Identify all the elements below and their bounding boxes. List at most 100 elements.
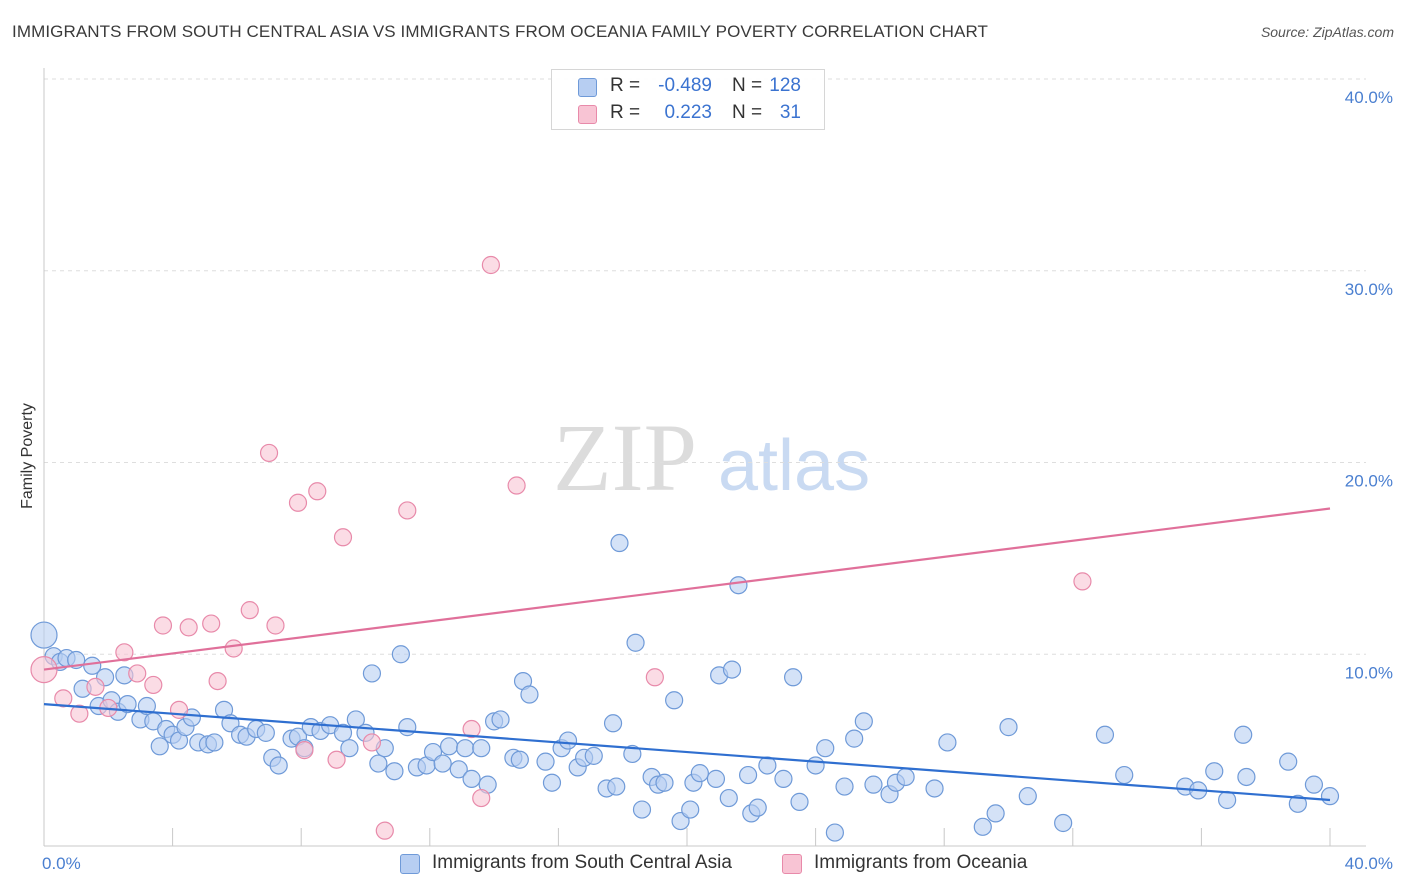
point-south-central-asia — [623, 744, 642, 764]
correlation-legend: R = -0.489 N = 128 R = 0.223 N = 31 — [551, 69, 825, 130]
point-oceania — [308, 482, 327, 501]
point-south-central-asia — [738, 765, 758, 785]
point-south-central-asia — [986, 804, 1005, 823]
legend-r-label: R = — [610, 75, 641, 96]
point-oceania — [333, 528, 353, 547]
legend-n-label: N = — [732, 102, 763, 123]
point-south-central-asia — [333, 723, 353, 742]
point-oceania — [70, 704, 89, 723]
point-south-central-asia — [973, 817, 992, 836]
point-oceania — [208, 671, 227, 691]
trend-line-south-central-asia — [43, 703, 1331, 802]
point-south-central-asia — [449, 760, 468, 779]
point-south-central-asia — [340, 739, 359, 758]
point-oceania — [507, 476, 526, 495]
legend-label: Immigrants from South Central Asia — [432, 852, 732, 873]
point-south-central-asia — [433, 754, 452, 773]
legend-label: Immigrants from Oceania — [814, 852, 1028, 873]
point-south-central-asia — [205, 733, 224, 752]
legend-n-value: 31 — [779, 102, 801, 123]
watermark-zip: ZIP — [553, 404, 697, 511]
point-south-central-asia — [719, 788, 738, 808]
point-south-central-asia — [439, 737, 459, 756]
point-south-central-asia — [137, 696, 156, 716]
point-oceania — [153, 616, 173, 635]
point-south-central-asia — [542, 773, 562, 792]
x-tick-label: 40.0% — [1345, 854, 1393, 873]
point-oceania — [288, 493, 308, 512]
point-south-central-asia — [864, 775, 883, 794]
point-south-central-asia — [1018, 787, 1037, 806]
point-south-central-asia — [632, 800, 652, 819]
point-south-central-asia — [1288, 794, 1307, 813]
point-oceania — [144, 675, 163, 695]
legend-r-label: R = — [610, 102, 641, 123]
point-south-central-asia — [1320, 787, 1340, 806]
point-oceania — [295, 741, 314, 760]
point-south-central-asia — [825, 823, 844, 842]
point-south-central-asia — [665, 691, 684, 710]
series-legend: Immigrants from South Central Asia Immig… — [0, 852, 1406, 878]
trend-lines — [43, 507, 1331, 802]
point-south-central-asia — [462, 769, 481, 788]
point-south-central-asia — [1095, 725, 1115, 744]
point-oceania — [202, 614, 221, 633]
point-south-central-asia — [999, 718, 1018, 737]
point-oceania — [128, 664, 147, 683]
point-oceania — [362, 733, 382, 752]
point-oceania — [375, 821, 394, 840]
point-south-central-asia — [607, 777, 626, 796]
point-oceania — [259, 443, 279, 463]
point-south-central-asia — [456, 739, 475, 758]
point-south-central-asia — [369, 754, 388, 773]
legend-swatch-south-central-asia — [578, 78, 597, 97]
point-south-central-asia — [681, 800, 700, 819]
x-tick-label: 0.0% — [42, 854, 81, 873]
point-south-central-asia — [783, 668, 803, 687]
point-oceania — [1073, 572, 1092, 591]
point-south-central-asia — [1218, 790, 1237, 810]
legend-swatch-south-central-asia — [400, 854, 420, 874]
point-oceania — [115, 643, 134, 662]
point-south-central-asia — [1304, 775, 1324, 794]
point-south-central-asia — [1279, 752, 1298, 771]
point-south-central-asia — [391, 645, 410, 664]
point-oceania — [472, 788, 491, 808]
point-south-central-asia — [690, 764, 709, 783]
point-south-central-asia — [558, 731, 578, 750]
y-tick-label: 40.0% — [1345, 88, 1393, 107]
point-south-central-asia — [835, 777, 854, 796]
point-south-central-asia — [655, 773, 674, 792]
point-south-central-asia — [362, 664, 382, 683]
y-tick-label: 20.0% — [1345, 472, 1393, 491]
chart-title: IMMIGRANTS FROM SOUTH CENTRAL ASIA VS IM… — [12, 22, 989, 41]
point-south-central-asia — [472, 739, 491, 758]
y-tick-label: 10.0% — [1345, 663, 1393, 682]
series-south-central-asia-points — [30, 533, 1340, 842]
point-south-central-asia — [83, 656, 102, 675]
point-south-central-asia — [584, 746, 603, 765]
legend-r-value: -0.489 — [658, 75, 712, 96]
point-south-central-asia — [816, 739, 835, 758]
tick-labels: 10.0% 20.0% 30.0% 40.0% 0.0% 40.0% — [42, 88, 1393, 873]
legend-r-value: 0.223 — [664, 102, 712, 123]
point-south-central-asia — [854, 712, 873, 731]
point-oceania — [240, 601, 259, 620]
legend-row-south-central-asia: R = -0.489 N = 128 — [552, 75, 824, 101]
point-south-central-asia — [1205, 762, 1224, 781]
point-south-central-asia — [1115, 765, 1134, 785]
point-oceania — [481, 255, 500, 275]
point-south-central-asia — [269, 756, 288, 775]
point-south-central-asia — [603, 714, 623, 733]
point-south-central-asia — [398, 718, 417, 737]
point-oceania — [54, 689, 73, 708]
point-oceania — [266, 616, 285, 635]
point-oceania — [224, 639, 243, 658]
point-south-central-asia — [610, 533, 629, 553]
legend-swatch-oceania — [782, 854, 802, 874]
gridlines — [44, 78, 1366, 655]
point-south-central-asia — [896, 767, 915, 787]
watermark-atlas: atlas — [718, 426, 870, 506]
point-south-central-asia — [1237, 767, 1256, 787]
